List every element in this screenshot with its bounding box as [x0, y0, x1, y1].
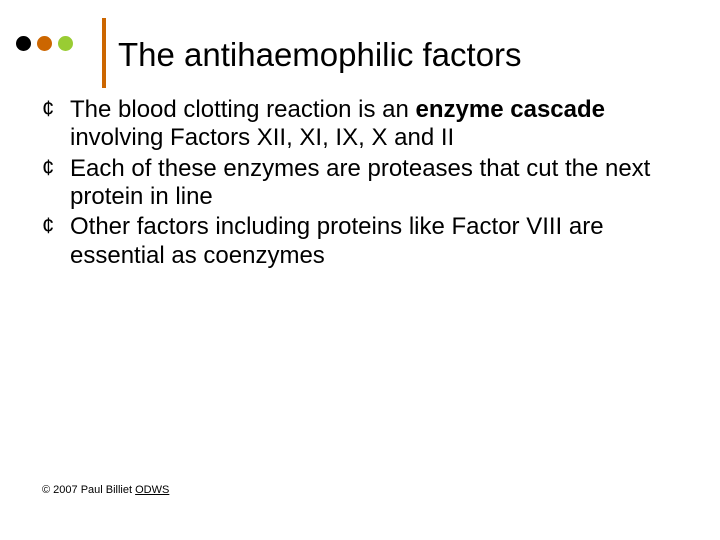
list-item: ¢ Other factors including proteins like … — [42, 213, 662, 270]
slide: The antihaemophilic factors ¢ The blood … — [0, 0, 720, 540]
dot-1 — [16, 36, 31, 51]
list-item: ¢ The blood clotting reaction is an enzy… — [42, 96, 662, 153]
bullet-text: The blood clotting reaction is an enzyme… — [70, 96, 662, 153]
slide-footer: © 2007 Paul Billiet ODWS — [42, 484, 169, 496]
bullet-list: ¢ The blood clotting reaction is an enzy… — [42, 96, 662, 270]
slide-body: ¢ The blood clotting reaction is an enzy… — [42, 96, 662, 272]
bullet-mark: ¢ — [42, 213, 70, 239]
header-dots — [16, 36, 73, 51]
text-pre: Other factors including proteins like Fa… — [70, 213, 604, 268]
dot-3 — [58, 36, 73, 51]
text-post: involving Factors XII, XI, IX, X and II — [70, 124, 454, 151]
header-vertical-rule — [102, 18, 106, 88]
bullet-text: Other factors including proteins like Fa… — [70, 213, 662, 270]
footer-link[interactable]: ODWS — [135, 484, 169, 496]
bullet-text: Each of these enzymes are proteases that… — [70, 155, 662, 212]
bullet-mark: ¢ — [42, 155, 70, 181]
copyright-text: © 2007 Paul Billiet — [42, 484, 135, 496]
slide-title: The antihaemophilic factors — [118, 36, 522, 74]
text-bold: enzyme cascade — [416, 96, 605, 123]
list-item: ¢ Each of these enzymes are proteases th… — [42, 155, 662, 212]
text-pre: Each of these enzymes are proteases that… — [70, 155, 650, 210]
bullet-mark: ¢ — [42, 96, 70, 122]
text-pre: The blood clotting reaction is an — [70, 96, 416, 123]
dot-2 — [37, 36, 52, 51]
